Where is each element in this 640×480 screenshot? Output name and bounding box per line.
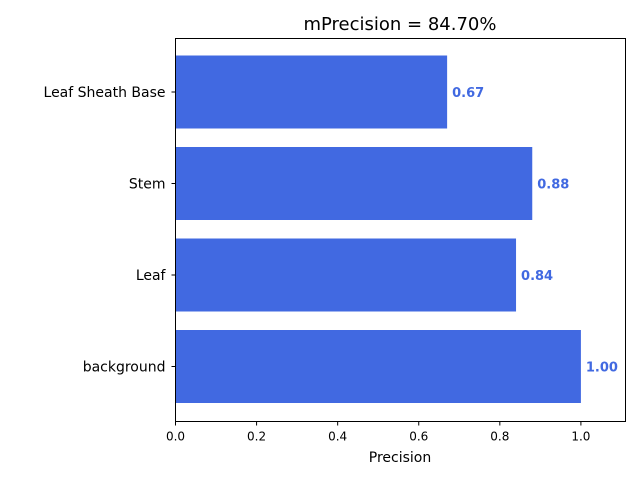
bars-layer xyxy=(175,55,581,403)
data-label: 1.00 xyxy=(586,361,618,376)
x-tick-label: 0.2 xyxy=(247,430,266,444)
x-tick-label: 0.6 xyxy=(409,430,428,444)
bar-leaf-sheath-base xyxy=(175,55,448,129)
chart-title: mPrecision = 84.70% xyxy=(303,14,496,35)
y-axis-ticks: background Leaf Stem Leaf Sheath Base xyxy=(44,85,176,376)
y-tick-label: background xyxy=(83,360,166,376)
x-axis-ticks: 0.0 0.2 0.4 0.6 0.8 1.0 xyxy=(166,421,590,444)
x-axis-label: Precision xyxy=(369,450,431,466)
x-tick-label: 0.4 xyxy=(328,430,347,444)
data-labels-layer: 1.00 0.84 0.88 0.67 xyxy=(452,86,618,376)
data-label: 0.67 xyxy=(452,86,484,101)
bar-leaf xyxy=(175,238,517,312)
bar-background xyxy=(175,330,581,403)
x-tick-label: 0.0 xyxy=(166,430,185,444)
x-tick-label: 1.0 xyxy=(571,430,590,444)
plot-area-frame xyxy=(175,38,626,422)
y-tick-label: Stem xyxy=(129,177,166,193)
data-label: 0.84 xyxy=(521,269,553,284)
data-label: 0.88 xyxy=(537,178,569,193)
y-tick-label: Leaf Sheath Base xyxy=(44,85,166,101)
x-tick-label: 0.8 xyxy=(490,430,509,444)
y-tick-label: Leaf xyxy=(136,268,167,284)
bar-stem xyxy=(175,147,533,220)
